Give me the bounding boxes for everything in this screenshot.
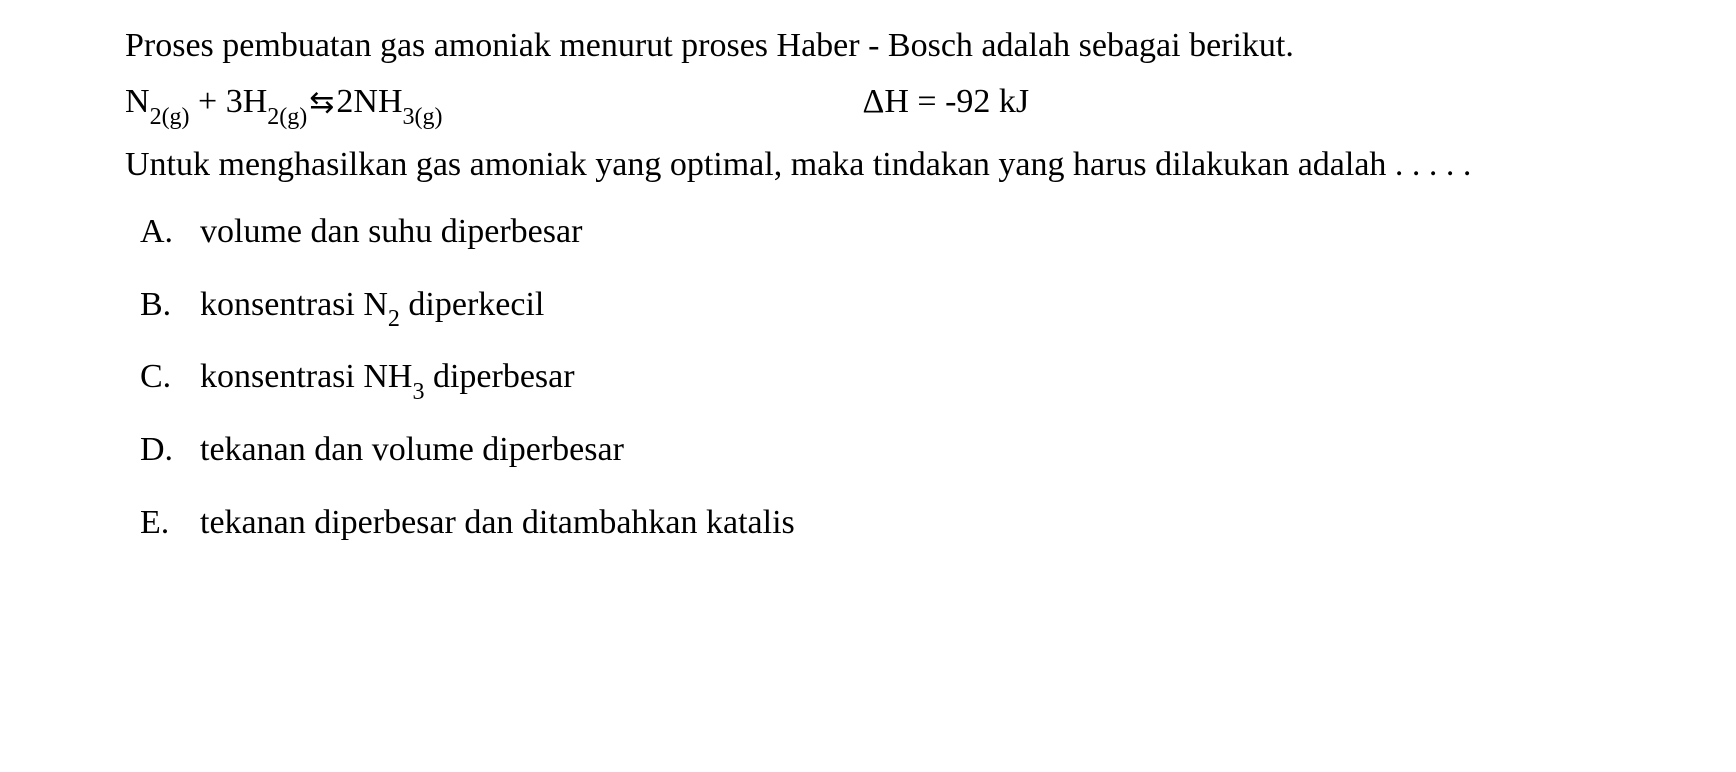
plus-sign: + xyxy=(190,83,226,120)
reactant1-sub: 2(g) xyxy=(150,104,190,130)
equation-reaction: N2(g) + 3H2(g)⇆2NH3(g) xyxy=(125,83,443,127)
option-letter: A. xyxy=(140,206,200,261)
option-c: C. konsentrasi NH3 diperbesar xyxy=(140,351,1696,406)
option-d: D. tekanan dan volume diperbesar xyxy=(140,424,1696,479)
option-a: A. volume dan suhu diperbesar xyxy=(140,206,1696,261)
options-list: A. volume dan suhu diperbesar B. konsent… xyxy=(40,206,1696,552)
intro-text: Proses pembuatan gas amoniak menurut pro… xyxy=(125,27,1294,64)
option-text: konsentrasi NH3 diperbesar xyxy=(200,351,575,406)
intro-paragraph: Proses pembuatan gas amoniak menurut pro… xyxy=(40,20,1696,71)
reactant2-coef: 3 xyxy=(226,83,243,120)
product-coef: 2 xyxy=(336,83,353,120)
equilibrium-arrow-icon: ⇆ xyxy=(309,85,334,120)
product-sub: 3(g) xyxy=(403,104,443,130)
equation-enthalpy: ΔH = -92 kJ xyxy=(863,83,1030,121)
option-letter: D. xyxy=(140,424,200,479)
option-text: tekanan dan volume diperbesar xyxy=(200,424,624,479)
option-letter: C. xyxy=(140,351,200,406)
reactant2-base: H xyxy=(243,83,268,120)
option-letter: E. xyxy=(140,497,200,552)
option-text: volume dan suhu diperbesar xyxy=(200,206,582,261)
option-text: tekanan diperbesar dan ditambahkan katal… xyxy=(200,497,795,552)
option-text: konsentrasi N2 diperkecil xyxy=(200,279,544,334)
question-paragraph: Untuk menghasilkan gas amoniak yang opti… xyxy=(40,139,1696,190)
delta-h-label: ΔH = xyxy=(863,83,946,120)
delta-h-value: -92 kJ xyxy=(945,83,1029,120)
product-base: NH xyxy=(353,83,402,120)
question-text: Untuk menghasilkan gas amoniak yang opti… xyxy=(125,146,1471,183)
reactant1-base: N xyxy=(125,83,150,120)
chemical-equation: N2(g) + 3H2(g)⇆2NH3(g) ΔH = -92 kJ xyxy=(40,83,1696,127)
option-e: E. tekanan diperbesar dan ditambahkan ka… xyxy=(140,497,1696,552)
reactant2-sub: 2(g) xyxy=(267,104,307,130)
option-letter: B. xyxy=(140,279,200,334)
option-b: B. konsentrasi N2 diperkecil xyxy=(140,279,1696,334)
